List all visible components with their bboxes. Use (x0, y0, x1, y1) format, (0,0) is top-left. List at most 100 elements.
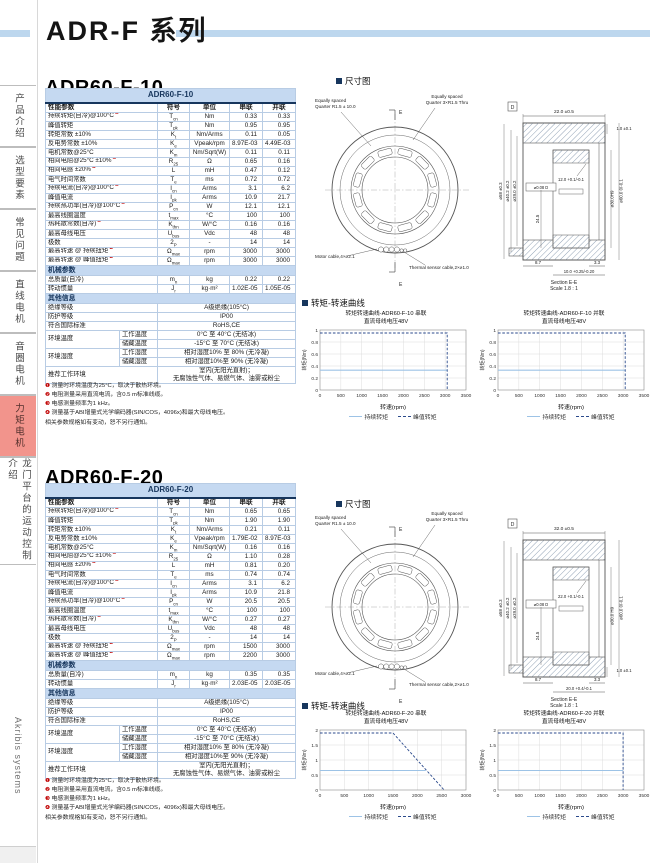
symbol-base: I (170, 579, 173, 587)
dim-label: ⌀0.08 D (534, 602, 549, 607)
y-tick-label: 0.5 (311, 773, 318, 779)
dim-label: Thermal sensor cable,2×⌀1.0 (409, 265, 469, 270)
note-marker: ❶ (45, 778, 51, 784)
legend-label: 持续转矩 (364, 814, 388, 821)
param-label-cell: 电机常数@25°C (45, 148, 158, 158)
param-label-cell: 极数 (45, 238, 158, 248)
legend-item: 峰值转矩 (398, 412, 437, 421)
sidebar-tab-0[interactable]: 产品介绍 (0, 85, 36, 147)
legend-label: 峰值转矩 (591, 814, 615, 821)
x-axis-label: 转速(rpm) (558, 404, 584, 411)
param-value-parallel: 0.27 (262, 615, 296, 625)
param-unit: Nm/Sqrt(W) (189, 543, 230, 553)
title-accent-bar-right (176, 30, 650, 37)
y-tick-label: 0.6 (311, 352, 318, 358)
symbol-base: U (167, 229, 173, 237)
param-label: 最高线圈温度 (48, 211, 86, 219)
y-axis-label: 转矩(Nm) (479, 749, 486, 770)
symbol-subscript: 25 (173, 555, 179, 561)
param-unit: ms (189, 175, 230, 185)
sidebar-tab-3[interactable]: 直线电机 (0, 271, 36, 333)
sidebar-tab-5[interactable]: 力矩电机 (0, 395, 36, 457)
param-label: 最高母线电压 (48, 624, 86, 632)
sidebar-tab-4[interactable]: 音圈电机 (0, 333, 36, 395)
table-section-row: 其他信息 (45, 688, 296, 699)
param-symbol: tmax (157, 211, 190, 221)
x-tick-label: 2000 (398, 393, 409, 399)
param-label-cell: 电机常数@25°C (45, 543, 158, 553)
sidebar-tab-2[interactable]: 常见问题 (0, 209, 36, 271)
y-tick-label: 1 (493, 328, 496, 334)
param-label-cell: 最高线圈温度 (45, 211, 158, 221)
dim-label: E (399, 699, 403, 705)
symbol-base: m (169, 275, 175, 283)
param-label-cell: 最高母线电压 (45, 624, 158, 634)
info-value-line: 室内(无阳光直射)； (199, 367, 254, 375)
param-value-parallel: 0.16 (262, 220, 296, 230)
symbol-subscript: n (174, 673, 178, 679)
symbol-subscript: e (174, 537, 177, 543)
param-value-serial: 2.03E-05 (229, 679, 263, 689)
note-text: 电阻测量采用直流电流，含0.5 m标准线缆。 (51, 787, 167, 794)
table-row: 转矩常数 ±10% Kt Nm/Arms 0.11 0.05 (45, 130, 296, 140)
y-tick-label: 0 (315, 388, 318, 394)
symbol-base: L (171, 561, 176, 569)
param-symbol: Kt (157, 525, 190, 535)
symbol-base: K (170, 525, 175, 533)
sidebar-tab-6[interactable]: 龙门平台的运动控制介绍 (0, 457, 36, 565)
dim-label: Quarter 3×R1.5 Thru (426, 100, 469, 105)
symbol-subscript: t (174, 528, 177, 534)
param-value-parallel: 100 (262, 606, 296, 616)
info-value: 室内(无阳光直射)； 无腐蚀性气体、易燃气体、油雾或粉尘 (157, 366, 296, 384)
table-row: 绝缘等级 A级绝缘(105°C) (45, 303, 296, 313)
param-value-serial: 2200 (229, 651, 263, 661)
info-label: 防护等级 (45, 707, 158, 717)
x-tick-label: 2000 (576, 393, 587, 399)
table-row: 总质量(自冷) mn kg 0.35 0.35 (45, 670, 296, 680)
legend-item: 峰值转矩 (576, 812, 615, 821)
param-label-cell: 反电势常数 ±10% (45, 139, 158, 149)
x-tick-label: 500 (340, 793, 348, 799)
param-label-cell: 相间电阻@25°C ±10%❷ (45, 157, 158, 167)
param-unit: rpm (189, 247, 230, 257)
param-value-parallel: 3000 (262, 247, 296, 257)
note-marker: ❶ (114, 184, 120, 189)
footnote-line: ❷ 电阻测量采用直流电流，含0.5 m标准线缆。 (45, 391, 300, 400)
param-unit: rpm (189, 651, 230, 661)
table-header-row: 性能参数 符号 单位 串联 并联 (45, 102, 296, 113)
param-value-parallel: 8.97E-03 (262, 534, 296, 544)
note-marker: ❷ (45, 392, 51, 399)
symbol-base: Ω (166, 247, 172, 255)
param-label-cell: 总质量(自冷) (45, 275, 158, 285)
torque-speed-chart: 转矩转速曲线-ADR60-F-10 串联 直流母线电压48V 0 0.2 0.4 0.6 0… (300, 311, 472, 421)
param-value-serial: 1.10 (229, 552, 263, 562)
param-value-serial: 0.35 (229, 670, 263, 680)
dim-label: ⌀30.0H9 (610, 190, 615, 207)
peak-torque-legend-line (576, 415, 589, 417)
symbol-subscript: r (174, 287, 176, 293)
table-row: 反电势常数 ±10% Ke Vpeak/rpm 1.79E-02 8.97E-03 (45, 534, 296, 544)
x-tick-label: 2000 (576, 793, 587, 799)
symbol-base: U (167, 624, 173, 632)
dim-label: 24.5 (535, 631, 540, 640)
table-section-header: 机械参数 (45, 265, 296, 276)
footnote-line: ❶ 测量时环境温度为25°C，取决于散热环境。 (45, 777, 300, 786)
sidebar-tab-1[interactable]: 选型要素 (0, 147, 36, 209)
symbol-base: J (171, 679, 175, 687)
chart-title-line2: 直流母线电压48V (541, 318, 587, 325)
param-label: 峰值电流 (48, 193, 74, 201)
param-label-cell: 持续热功率(自冷)@100°C❶ (45, 202, 158, 212)
charts-row: 转矩转速曲线-ADR60-F-20 串联 直流母线电压48V 0 0.5 1 1.5 2 0 5… (300, 711, 650, 821)
param-unit: kg·m² (189, 284, 230, 294)
symbol-base: I (170, 588, 173, 596)
y-tick-label: 0.4 (489, 364, 496, 370)
torque-speed-chart: 转矩转速曲线-ADR60-F-20 并联 直流母线电压48V 0 0.5 1 1.5 2 0 5… (478, 711, 650, 821)
x-axis-label: 转速(rpm) (380, 404, 406, 411)
info-value: A级绝缘(105°C) (157, 698, 296, 708)
param-label: 最高转速 @ 持续扭矩 (48, 642, 109, 650)
param-label: 最高转速 @ 持续扭矩 (48, 247, 109, 255)
info-sublabel: 储藏温度 (119, 734, 158, 744)
table-row: 最高母线电压 Ubus Vdc 48 48 (45, 624, 296, 634)
param-value-serial: 0.95 (229, 121, 263, 131)
